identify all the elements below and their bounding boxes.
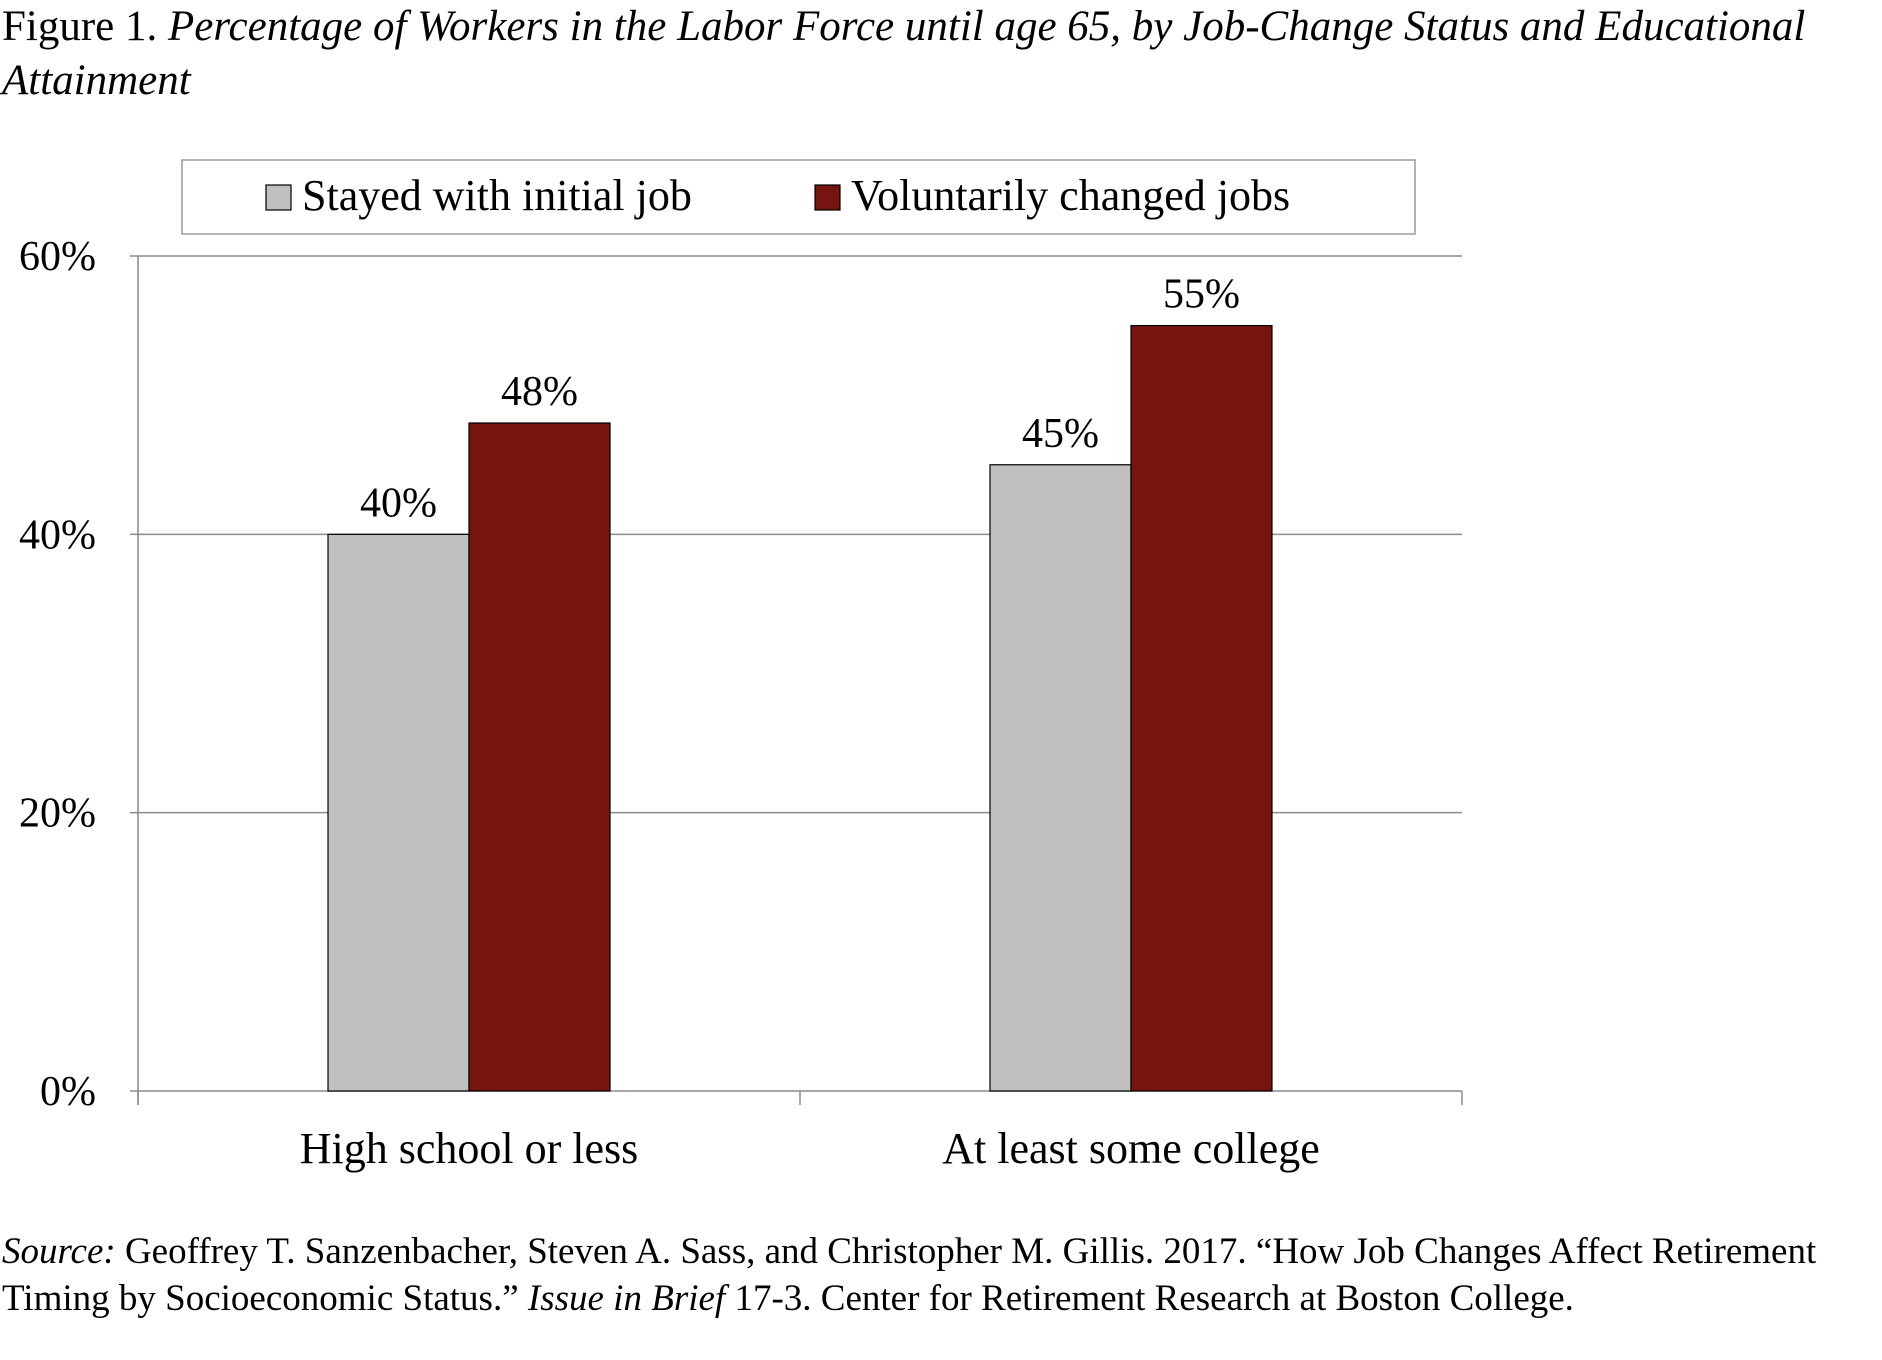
bar [1130, 324, 1273, 1092]
x-category-label: At least some college [942, 1124, 1320, 1173]
data-labels: 40% 48% 45% 55% [360, 272, 1240, 527]
bar [989, 464, 1132, 1092]
bar-value-label: 45% [1022, 411, 1099, 457]
source-note: Source: Geoffrey T. Sanzenbacher, Steven… [2, 1228, 1862, 1322]
legend: Stayed with initial job Voluntarily chang… [181, 159, 1416, 235]
figure-label: Figure 1. [2, 3, 158, 50]
bar [468, 422, 611, 1092]
bars [327, 324, 1273, 1092]
y-tick-label: 60% [19, 234, 96, 280]
figure-title: Figure 1. Percentage of Workers in the L… [2, 0, 1862, 108]
legend-label: Stayed with initial job [302, 171, 692, 220]
bar-value-label: 40% [360, 480, 437, 526]
bar-value-label: 55% [1163, 272, 1240, 318]
legend-label: Voluntarily changed jobs [851, 171, 1290, 220]
legend-swatch [265, 184, 292, 211]
bar-value-label: 48% [501, 369, 578, 415]
source-text-1: Geoffrey T. Sanzenbacher, Steven A. Sass… [2, 1231, 1817, 1319]
axes: 0% 20% 40% 60% High school or less At least s… [19, 234, 1463, 1173]
source-publication: Issue in Brief [527, 1278, 726, 1319]
x-category-label: High school or less [300, 1124, 639, 1173]
figure-title-text: Percentage of Workers in the Labor Force… [2, 3, 1806, 104]
y-tick-label: 20% [19, 791, 96, 837]
source-label: Source: [2, 1231, 116, 1272]
y-tick-label: 40% [19, 512, 96, 558]
legend-swatch [814, 184, 841, 211]
source-text-2: 17-3. Center for Retirement Research at … [734, 1278, 1574, 1319]
y-tick-label: 0% [40, 1069, 96, 1115]
bar [327, 533, 470, 1092]
legend-box [181, 159, 1416, 235]
